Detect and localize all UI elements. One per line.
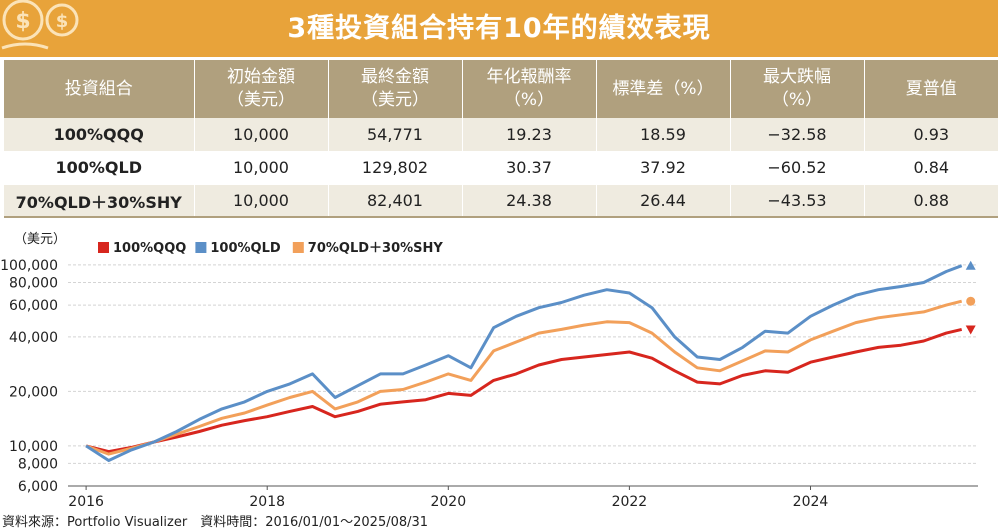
legend-swatch	[98, 242, 109, 253]
y-tick-label: 6,000	[18, 479, 58, 495]
table-row: 70%QLD＋30%SHY 10,000 82,401 24.38 26.44 …	[4, 184, 998, 219]
series-line	[85, 264, 963, 462]
cell-sharpe: 0.93	[864, 118, 998, 152]
cell-max-drawdown: −32.58	[730, 118, 865, 152]
page-title: 3種投資組合持有10年的績效表現	[287, 13, 711, 44]
table-header-row: 投資組合 初始金額 （美元） 最終金額 （美元） 年化報酬率 （%） 標準差（%…	[4, 60, 998, 118]
legend-swatch	[292, 242, 304, 253]
table-row: 100%QQQ 10,000 54,771 19.23 18.59 −32.58…	[4, 118, 998, 152]
table-row: 100%QLD 10,000 129,802 30.37 37.92 −60.5…	[4, 151, 998, 185]
cell-portfolio: 100%QQQ	[4, 118, 195, 152]
x-tick-label: 2020	[430, 494, 466, 510]
column-header-initial: 初始金額 （美元）	[194, 60, 329, 118]
cell-stdev: 37.92	[596, 151, 731, 185]
column-header-sharpe: 夏普值	[864, 60, 998, 118]
y-tick-label: 10,000	[9, 439, 58, 455]
cell-portfolio: 100%QLD	[4, 151, 195, 185]
cell-sharpe: 0.84	[864, 151, 998, 185]
legend-label: 70%QLD＋30%SHY	[308, 241, 444, 256]
legend-swatch	[195, 242, 207, 253]
series-end-marker	[965, 325, 976, 335]
cell-portfolio: 70%QLD＋30%SHY	[4, 184, 195, 219]
series-line	[85, 299, 963, 456]
y-tick-label: 100,000	[0, 258, 58, 274]
cell-final: 82,401	[328, 184, 463, 219]
y-tick-label: 80,000	[9, 275, 58, 291]
series-line	[85, 327, 963, 454]
cell-max-drawdown: −60.52	[730, 151, 865, 185]
cell-initial: 10,000	[194, 118, 329, 152]
cell-initial: 10,000	[194, 151, 329, 185]
column-header-final: 最終金額 （美元）	[328, 60, 463, 118]
cell-cagr: 19.23	[462, 118, 597, 152]
cell-cagr: 30.37	[462, 151, 597, 185]
y-tick-label: 8,000	[18, 456, 58, 472]
y-tick-label: 40,000	[9, 330, 58, 346]
dollar-coins-icon: $ $	[1, 0, 79, 50]
svg-text:$: $	[56, 11, 69, 32]
cell-stdev: 18.59	[596, 118, 731, 152]
cell-initial: 10,000	[194, 184, 329, 219]
cell-max-drawdown: −43.53	[730, 184, 865, 219]
cell-final: 54,771	[328, 118, 463, 152]
column-header-cagr: 年化報酬率 （%）	[462, 60, 597, 118]
column-header-portfolio: 投資組合	[4, 60, 195, 118]
y-tick-label: 20,000	[9, 384, 58, 400]
series-end-marker	[966, 296, 976, 306]
performance-table: 投資組合 初始金額 （美元） 最終金額 （美元） 年化報酬率 （%） 標準差（%…	[4, 60, 998, 219]
cell-sharpe: 0.88	[864, 184, 998, 219]
x-tick-label: 2022	[612, 494, 648, 510]
cell-cagr: 24.38	[462, 184, 597, 219]
column-header-max-drawdown: 最大跌幅 （%）	[730, 60, 865, 118]
source-note: 資料來源：Portfolio Visualizer 資料時間：2016/01/0…	[2, 515, 429, 530]
svg-text:$: $	[15, 9, 30, 34]
x-tick-label: 2018	[249, 494, 285, 510]
column-header-stdev: 標準差（%）	[596, 60, 731, 118]
legend-label: 100%QQQ	[113, 241, 186, 256]
cell-stdev: 26.44	[596, 184, 731, 219]
x-tick-label: 2016	[68, 494, 104, 510]
table-bottom-rule	[4, 216, 998, 218]
y-tick-label: 60,000	[9, 298, 58, 314]
title-bar: $ $ 3種投資組合持有10年的績效表現	[0, 0, 998, 57]
x-tick-label: 2024	[793, 494, 829, 510]
cell-final: 129,802	[328, 151, 463, 185]
y-axis-unit-label: （美元）	[14, 232, 66, 247]
series-end-marker	[965, 260, 976, 270]
legend-label: 100%QLD	[210, 241, 280, 256]
